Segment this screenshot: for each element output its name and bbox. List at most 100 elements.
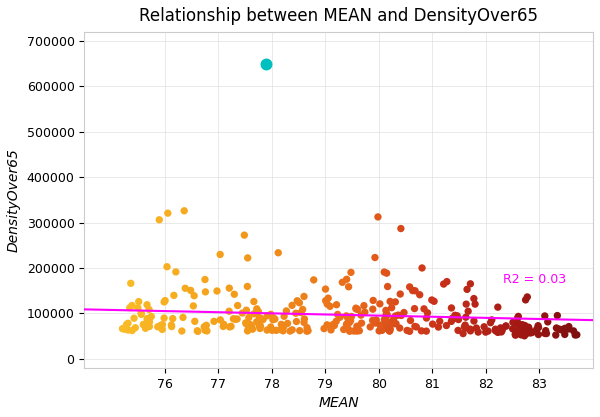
Point [331,318,341,324]
Point [419,306,429,312]
Point [524,324,533,331]
Point [487,317,497,323]
Point [511,331,520,337]
Point [373,214,383,220]
Point [491,326,500,333]
Point [159,315,169,322]
Point [179,207,189,214]
Point [422,328,431,334]
Point [125,304,134,311]
Point [472,325,481,332]
Point [352,323,362,329]
Point [160,297,170,304]
Point [302,328,311,334]
Point [296,309,306,316]
Point [280,313,289,319]
Point [131,324,140,331]
Point [556,327,566,333]
Point [252,318,262,325]
Point [380,316,389,323]
Point [451,315,460,322]
Point [123,320,133,327]
Point [381,316,391,323]
Point [256,315,266,322]
Point [560,331,569,338]
Point [329,322,339,329]
Point [377,327,386,333]
Point [287,302,297,309]
Point [229,291,239,298]
Point [320,286,330,292]
Point [352,328,362,334]
Point [349,328,359,334]
Point [137,311,146,318]
Point [344,318,354,324]
Point [242,283,252,290]
Point [144,306,154,313]
Point [382,270,391,276]
Point [169,292,179,299]
Point [491,327,500,334]
Point [515,326,524,332]
Point [244,314,254,321]
Point [569,328,578,334]
Point [298,306,307,313]
Point [387,304,397,311]
Point [200,289,210,295]
Point [302,324,312,331]
Point [266,311,275,318]
Point [156,322,166,329]
Point [163,210,173,216]
Point [259,316,268,323]
Point [281,308,291,314]
Point [215,251,225,258]
Point [449,315,458,322]
Point [341,312,351,319]
Point [469,295,479,302]
Point [458,330,468,337]
Point [256,323,265,329]
Point [391,313,400,319]
Point [410,287,420,294]
Point [276,326,286,333]
Point [522,330,532,337]
Point [521,329,530,335]
Point [383,321,393,327]
Point [329,322,339,329]
Point [200,327,210,334]
Point [278,327,288,334]
Point [384,327,394,334]
Title: Relationship between MEAN and DensityOver65: Relationship between MEAN and DensityOve… [139,7,538,25]
Point [540,313,550,319]
Point [501,323,511,329]
Point [514,320,523,327]
Point [543,319,553,325]
Point [224,285,234,291]
Point [446,304,456,311]
Point [533,331,543,338]
Point [242,307,251,314]
Point [462,286,472,293]
Point [309,276,319,283]
Point [160,299,169,305]
Point [427,296,437,303]
Point [285,328,295,334]
Point [252,306,262,312]
Point [155,323,164,329]
Point [371,317,381,323]
Point [423,309,433,316]
Point [266,324,275,330]
Point [243,254,253,261]
Point [381,312,391,319]
Point [564,323,574,330]
Point [342,321,352,327]
Point [511,332,520,339]
Point [168,315,178,322]
Point [338,279,347,286]
Point [542,330,551,337]
Point [382,312,392,319]
Point [368,317,377,324]
Point [146,313,156,320]
Point [250,310,259,317]
Point [442,278,452,285]
